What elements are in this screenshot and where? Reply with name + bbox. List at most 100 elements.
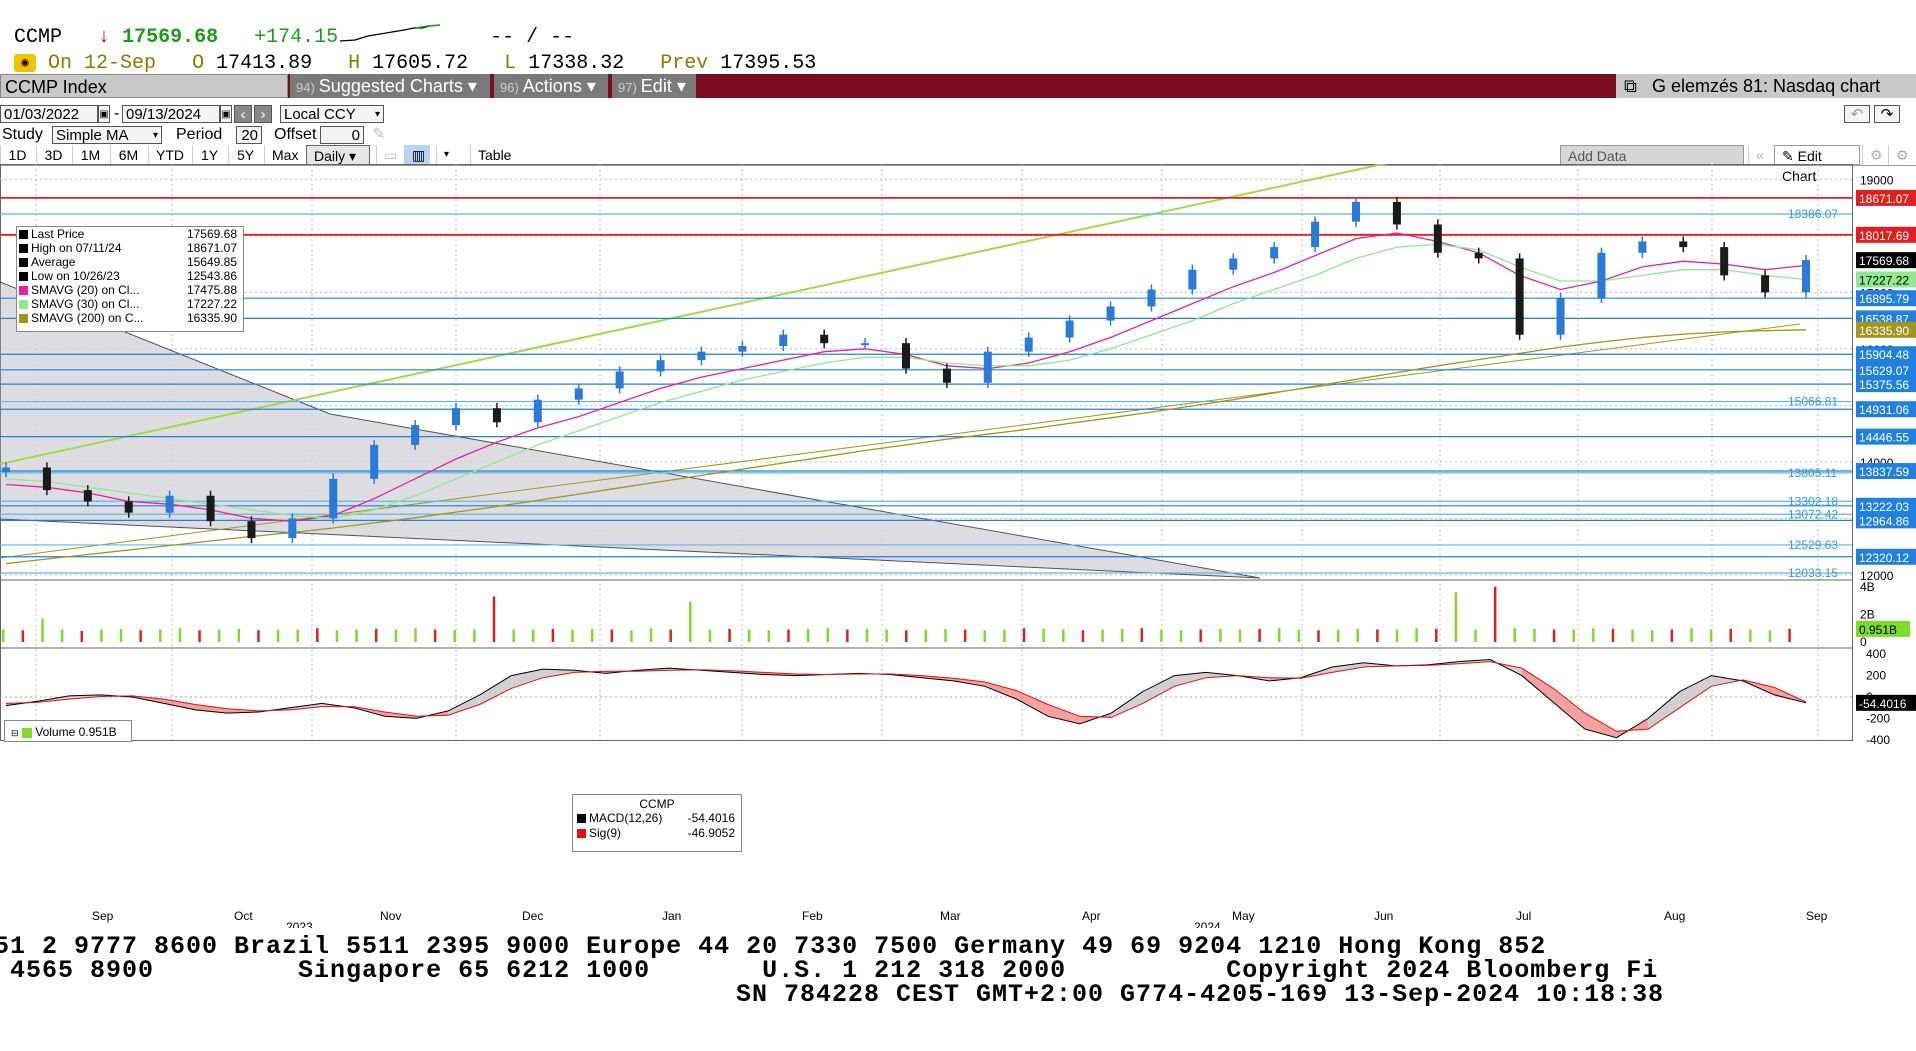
legend-name: Low on 10/26/23 [31,269,120,283]
frequency-select[interactable]: Daily ▾ [306,145,370,165]
price-label: 17227.22 [1859,273,1909,287]
legend-value: 18671.07 [186,241,237,255]
volume-bar [80,630,84,642]
legend-row[interactable]: SMAVG (30) on Cl... 17227.22 [17,297,243,311]
legend-row[interactable]: High on 07/11/24 18671.07 [17,241,243,255]
macd-legend-row[interactable]: Sig(9) -46.9052 [573,826,741,841]
macd-fill [1174,672,1206,687]
uptrend-line [0,129,1541,465]
volume-bar [139,630,142,642]
macd-legend-row[interactable]: MACD(12,26) -54.4016 [573,811,741,826]
legend-swatch [19,314,28,323]
study-toolbar: Study Simple MA ▾ Period 20 Offset 0 ✎ [0,124,1916,146]
chart-name-field[interactable]: ⧉ G elemzés 81: Nasdaq chart [1616,74,1916,98]
legend-name: Sig(9) [589,826,622,840]
high-value: 17605.72 [372,52,469,75]
chevron-down-icon[interactable]: ▾ [436,145,458,165]
price-label-bg [1856,252,1916,269]
month-label: Jun [1374,909,1393,923]
undo-icon[interactable]: ↶ [1844,105,1870,123]
range-ytd[interactable]: YTD [148,145,190,165]
range-3d[interactable]: 3D [36,145,70,165]
edit-button[interactable]: 97) Edit ▾ [612,74,696,98]
redo-icon[interactable]: ↷ [1874,105,1900,123]
study-select[interactable]: Simple MA ▾ [52,126,162,144]
line-chart-icon[interactable]: ▭ [376,145,404,165]
high-label: H [348,52,361,75]
chart-area[interactable]: 1200013000140001500016000170001800019000… [0,129,1916,934]
volume-bar [1395,629,1399,642]
range-6m[interactable]: 6M [110,145,146,165]
macd-fill [1679,675,1712,708]
legend-value: -46.9052 [687,826,735,840]
month-label: Oct [234,909,253,923]
legend-value: 15649.85 [186,255,237,269]
collapse-icon[interactable]: « [1748,145,1772,165]
calendar-icon[interactable]: ▣ [220,105,232,123]
table-button[interactable]: Table [470,145,534,165]
macd-fill [1458,659,1491,664]
price-label: 12964.86 [1859,514,1909,528]
launch-icon[interactable]: ⧉ [1624,76,1637,96]
volume-bar [296,629,299,642]
price-tick-label: 12000 [1860,569,1894,583]
volume-swatch [21,727,32,738]
range-max[interactable]: Max [264,145,302,165]
legend-row[interactable]: Average 15649.85 [17,255,243,269]
range-5y[interactable]: 5Y [228,145,262,165]
footer-contact-line-2: 4565 8900 Singapore 65 6212 1000 U.S. 1 … [0,956,1659,985]
volume-bar [1768,630,1772,642]
volume-bar [1081,630,1085,642]
volume-last-label: 0.951B [1859,623,1897,637]
period-input[interactable]: 20 [236,126,262,144]
pencil-icon[interactable]: ✎ [372,126,386,143]
macd-fill [1648,691,1680,730]
suggested-charts-button[interactable]: 94) Suggested Charts ▾ [290,74,490,98]
price-label-bg [1856,321,1916,338]
macd-fill [479,675,512,705]
price-legend[interactable]: Last Price 17569.68 High on 07/11/24 18671.… [16,226,244,332]
actions-button[interactable]: 96) Actions ▾ [494,74,608,98]
chart-svg[interactable]: 1200013000140001500016000170001800019000… [0,129,1916,934]
gear-icon[interactable]: ⚙ [1888,145,1912,165]
legend-name: MACD(12,26) [589,811,663,825]
edit-chart-button[interactable]: ✎ Edit Chart [1774,145,1860,184]
range-1m[interactable]: 1M [72,145,108,165]
add-data-field[interactable]: Add Data [1560,145,1744,165]
candle-body [615,371,624,389]
settings-icon[interactable]: ⚙ [1862,145,1886,165]
sparkline [340,24,440,42]
collapse-icon[interactable]: ⊟ [11,728,19,738]
volume-legend[interactable]: ⊟ Volume 0.951B [4,720,132,742]
chevron-left-icon[interactable]: ‹ [234,105,252,123]
legend-row[interactable]: Low on 10/26/23 12543.86 [17,269,243,283]
macd-fill [1332,662,1364,673]
calendar-icon[interactable]: ▣ [98,105,110,123]
volume-bar [1533,628,1536,642]
price-label-bg [1856,346,1916,363]
volume-bar [767,630,771,642]
volume-bar [1140,628,1144,642]
legend-row[interactable]: SMAVG (200) on C... 16335.90 [17,311,243,325]
command-bar: CCMP Index 94) Suggested Charts ▾ 96) Acti… [0,74,1916,98]
offset-input[interactable]: 0 [320,126,364,144]
legend-row[interactable]: SMAVG (20) on Cl... 17475.88 [17,283,243,297]
start-date-field[interactable]: 01/03/2022 [0,105,98,123]
volume-bar [905,630,908,642]
macd-line [5,658,1807,739]
macd-legend[interactable]: CCMP MACD(12,26) -54.4016 Sig(9) -46.9052 [572,794,742,852]
sma-line [5,329,1807,565]
security-field[interactable]: CCMP Index [0,74,288,98]
candle-body [492,408,501,423]
volume-bar [1277,628,1281,642]
bar-chart-icon[interactable]: ▥ [404,145,430,165]
currency-select[interactable]: Local CCY ▾ [280,105,384,123]
legend-row[interactable]: Last Price 17569.68 [17,227,243,241]
chevron-right-icon[interactable]: › [254,105,272,123]
price-label: 18671.07 [1859,192,1909,206]
end-date-field[interactable]: 09/13/2024 [122,105,220,123]
quote-date: 12-Sep [84,52,157,75]
range-1y[interactable]: 1Y [192,145,226,165]
market-status-icon[interactable]: ◉ [14,53,36,72]
range-1d[interactable]: 1D [0,145,34,165]
